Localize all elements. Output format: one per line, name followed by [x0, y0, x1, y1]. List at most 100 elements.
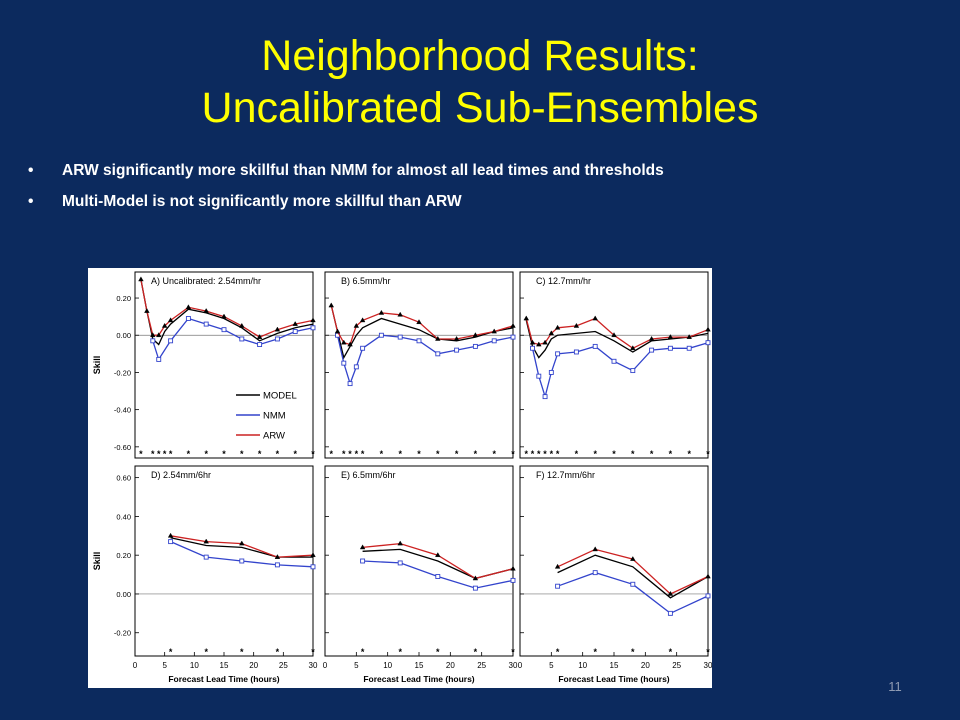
significance-star: * — [593, 647, 597, 657]
series-line-nmm — [531, 342, 709, 399]
data-point-arw — [648, 335, 655, 341]
significance-star: * — [169, 449, 173, 459]
panel-frame — [519, 271, 709, 459]
data-point-nmm — [705, 593, 711, 599]
significance-star: * — [575, 449, 579, 459]
data-point-nmm — [150, 338, 156, 344]
panel-title: A) Uncalibrated: 2.54mm/hr — [151, 276, 261, 286]
panel-title: C) 12.7mm/hr — [536, 276, 591, 286]
data-point-nmm — [667, 345, 673, 351]
significance-star: * — [151, 449, 155, 459]
data-point-arw — [203, 538, 209, 544]
significance-star: * — [511, 449, 515, 459]
series-line-nmm — [557, 571, 709, 615]
data-point-arw — [239, 322, 245, 328]
y-tick-label: 0.20 — [116, 294, 131, 303]
data-point-arw — [667, 334, 674, 339]
y-tick-label: 0.20 — [116, 551, 131, 560]
x-tick-label: 20 — [641, 661, 650, 670]
significance-star: * — [380, 449, 384, 459]
panel-title: B) 6.5mm/hr — [341, 276, 391, 286]
data-point-nmm — [510, 334, 516, 340]
y-axis-label: Skill — [92, 356, 102, 375]
x-tick-label: 25 — [279, 661, 288, 670]
significance-star: * — [492, 449, 496, 459]
data-point-arw — [542, 339, 548, 345]
data-point-arw — [167, 532, 174, 538]
x-tick-label: 20 — [446, 661, 455, 670]
data-point-arw — [416, 319, 422, 325]
significance-star: * — [687, 449, 691, 459]
significance-star: * — [204, 449, 208, 459]
series-line-nmm — [336, 334, 514, 386]
significance-star: * — [631, 647, 635, 657]
data-point-arw — [435, 335, 441, 341]
data-point-nmm — [360, 345, 366, 351]
data-point-nmm — [353, 364, 359, 370]
data-point-nmm — [185, 316, 191, 321]
significance-star: * — [556, 449, 560, 459]
data-point-nmm — [274, 562, 280, 568]
data-point-arw — [592, 546, 598, 552]
panel-frame — [134, 271, 314, 459]
x-tick-label: 15 — [415, 661, 424, 670]
data-point-nmm — [472, 343, 478, 349]
significance-star: * — [436, 647, 440, 657]
data-point-arw — [397, 311, 403, 317]
x-tick-label: 0 — [518, 661, 523, 670]
data-point-arw — [592, 315, 598, 321]
data-point-arw — [150, 332, 156, 338]
data-point-nmm — [203, 554, 209, 560]
skill-panels-svg: 0.20 0.00 -0.20 -0.40 -0.60 * * * * * * * * * * * * * A) U… — [92, 271, 712, 684]
data-point-nmm — [555, 583, 561, 589]
panel-title: D) 2.54mm/6hr — [151, 470, 211, 480]
data-point-nmm — [360, 558, 366, 564]
y-axis-label: Skill — [92, 552, 102, 571]
data-point-arw — [435, 552, 441, 557]
y-tick-label: 0.00 — [116, 590, 131, 599]
data-point-arw — [347, 341, 353, 347]
significance-star: * — [474, 647, 478, 657]
significance-star: * — [240, 449, 244, 459]
significance-star: * — [311, 449, 315, 459]
x-tick-label: 5 — [162, 661, 167, 670]
significance-star: * — [330, 449, 334, 459]
data-point-arw — [328, 302, 335, 308]
legend-label: NMM — [263, 411, 286, 422]
panel-title: E) 6.5mm/6hr — [341, 470, 396, 480]
x-tick-label: 25 — [672, 661, 681, 670]
data-point-nmm — [630, 581, 636, 587]
data-point-arw — [611, 332, 617, 338]
data-point-arw — [185, 304, 192, 310]
x-tick-label: 15 — [610, 661, 619, 670]
title-line-2: Uncalibrated Sub-Ensembles — [201, 84, 759, 132]
x-tick-label: 10 — [383, 661, 392, 670]
series-line-model — [557, 554, 709, 599]
data-point-arw — [453, 335, 460, 341]
series-line-model — [330, 305, 514, 360]
data-point-arw — [510, 322, 516, 328]
x-tick-label: 10 — [190, 661, 199, 670]
data-point-nmm — [341, 360, 347, 366]
data-point-arw — [686, 334, 692, 339]
data-point-arw — [292, 321, 298, 326]
data-point-arw — [554, 563, 561, 569]
data-point-nmm — [548, 369, 554, 375]
significance-star: * — [222, 449, 226, 459]
data-point-arw — [630, 345, 636, 351]
data-point-nmm — [310, 325, 316, 331]
data-point-arw — [378, 309, 385, 315]
y-tick-label: -0.20 — [114, 368, 131, 377]
significance-star: * — [342, 449, 346, 459]
slide-number: 11 — [888, 679, 902, 694]
panel-frame — [134, 465, 314, 657]
bullet-list: ARW significantly more skillful than NMM… — [28, 160, 948, 222]
significance-star: * — [240, 647, 244, 657]
data-point-arw — [144, 308, 150, 313]
x-tick-label: 25 — [477, 661, 486, 670]
data-point-nmm — [257, 342, 263, 347]
data-point-nmm — [667, 610, 673, 616]
data-point-arw — [310, 317, 316, 323]
x-tick-label: 5 — [549, 661, 554, 670]
x-axis-label: Forecast Lead Time (hours) — [168, 674, 279, 684]
